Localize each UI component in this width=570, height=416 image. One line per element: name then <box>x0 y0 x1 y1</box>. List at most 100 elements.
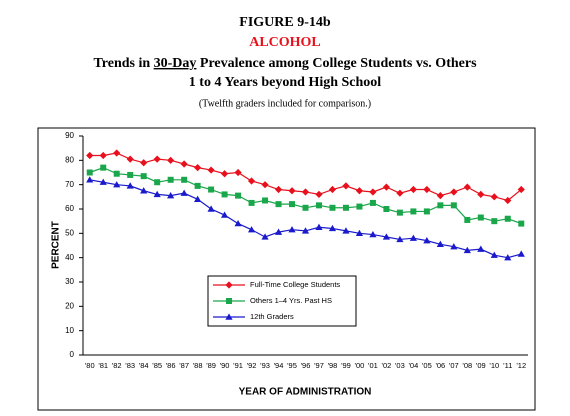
marker <box>504 215 511 222</box>
marker <box>194 195 202 202</box>
marker <box>167 156 175 164</box>
marker <box>504 254 512 261</box>
x-tick-label: '02 <box>382 361 392 370</box>
marker <box>235 192 242 199</box>
marker <box>342 204 349 211</box>
marker <box>289 201 296 208</box>
marker <box>247 177 256 185</box>
marker <box>127 171 134 178</box>
marker <box>153 155 161 163</box>
marker <box>410 208 417 215</box>
marker <box>99 178 107 185</box>
x-tick-label: '06 <box>435 361 445 370</box>
marker <box>274 185 283 194</box>
y-tick-label: 40 <box>65 253 74 262</box>
marker <box>140 173 147 180</box>
y-tick-label: 50 <box>65 228 74 237</box>
marker <box>423 237 431 244</box>
marker <box>86 151 94 160</box>
frame <box>37 127 536 411</box>
marker <box>208 186 215 193</box>
marker <box>315 190 323 198</box>
x-tick-label: '01 <box>368 361 378 370</box>
y-axis-title: PERCENT <box>51 221 62 269</box>
marker <box>315 223 323 230</box>
marker <box>315 202 322 209</box>
marker <box>234 168 242 177</box>
marker <box>450 202 457 209</box>
marker <box>167 176 174 183</box>
marker <box>463 183 471 191</box>
marker <box>153 190 161 198</box>
x-tick-label: '82 <box>112 361 122 370</box>
marker <box>355 187 364 195</box>
x-tick-label: '96 <box>301 361 311 370</box>
marker <box>369 230 377 238</box>
x-tick-label: '83 <box>125 361 135 370</box>
marker <box>464 216 471 223</box>
marker <box>126 155 134 163</box>
marker <box>504 196 512 205</box>
title-part: 30-Day <box>154 56 197 71</box>
y-tick-label: 0 <box>70 350 75 359</box>
marker <box>140 159 148 167</box>
note: (Twelfth graders included for comparison… <box>199 98 371 109</box>
marker <box>302 204 309 211</box>
marker <box>154 179 161 186</box>
marker <box>490 251 498 258</box>
x-tick-label: '08 <box>462 361 472 370</box>
marker <box>126 182 134 189</box>
marker <box>409 185 417 194</box>
marker <box>288 187 296 195</box>
y-tick-label: 20 <box>65 301 74 310</box>
marker <box>113 170 120 177</box>
marker <box>328 185 337 194</box>
title-part: Trends in <box>93 56 150 71</box>
x-tick-label: '91 <box>233 361 243 370</box>
marker <box>477 245 485 252</box>
y-tick-label: 70 <box>65 180 74 189</box>
x-tick-label: '03 <box>395 361 405 370</box>
marker <box>220 211 229 218</box>
marker <box>369 199 376 206</box>
y-tick-label: 90 <box>65 131 74 140</box>
marker <box>396 235 404 243</box>
x-tick-label: '10 <box>489 361 499 370</box>
marker <box>86 169 93 176</box>
marker <box>274 228 283 235</box>
marker <box>396 209 403 216</box>
x-tick-label: '88 <box>193 361 203 370</box>
marker <box>86 176 94 183</box>
marker <box>113 149 121 157</box>
marker <box>437 202 444 209</box>
marker <box>247 226 256 233</box>
x-tick-label: '97 <box>314 361 324 370</box>
x-tick-label: '05 <box>422 361 432 370</box>
marker <box>342 182 350 190</box>
marker <box>423 208 430 215</box>
y-tick-label: 80 <box>65 155 74 164</box>
y-tick-label: 10 <box>65 326 74 335</box>
x-tick-label: '81 <box>98 361 108 370</box>
marker <box>436 240 444 247</box>
marker <box>436 192 444 200</box>
y-tick-label: 60 <box>65 204 74 213</box>
x-tick-label: '93 <box>260 361 270 370</box>
x-tick-label: '00 <box>355 361 365 370</box>
marker <box>181 176 188 183</box>
x-tick-label: '90 <box>220 361 230 370</box>
x-tick-label: '89 <box>206 361 216 370</box>
marker <box>356 203 363 210</box>
x-tick-label: '84 <box>139 361 149 370</box>
chart-title: Trends in 30-Day Prevalence among Colleg… <box>93 56 477 71</box>
marker <box>463 246 471 254</box>
x-tick-label: '04 <box>408 361 418 370</box>
x-tick-label: '98 <box>328 361 338 370</box>
x-axis-title: YEAR OF ADMINISTRATION <box>239 387 372 398</box>
marker <box>301 227 310 234</box>
x-tick-label: '07 <box>449 361 459 370</box>
marker <box>248 199 255 206</box>
marker <box>275 201 282 208</box>
marker <box>342 227 350 234</box>
marker <box>517 185 525 194</box>
